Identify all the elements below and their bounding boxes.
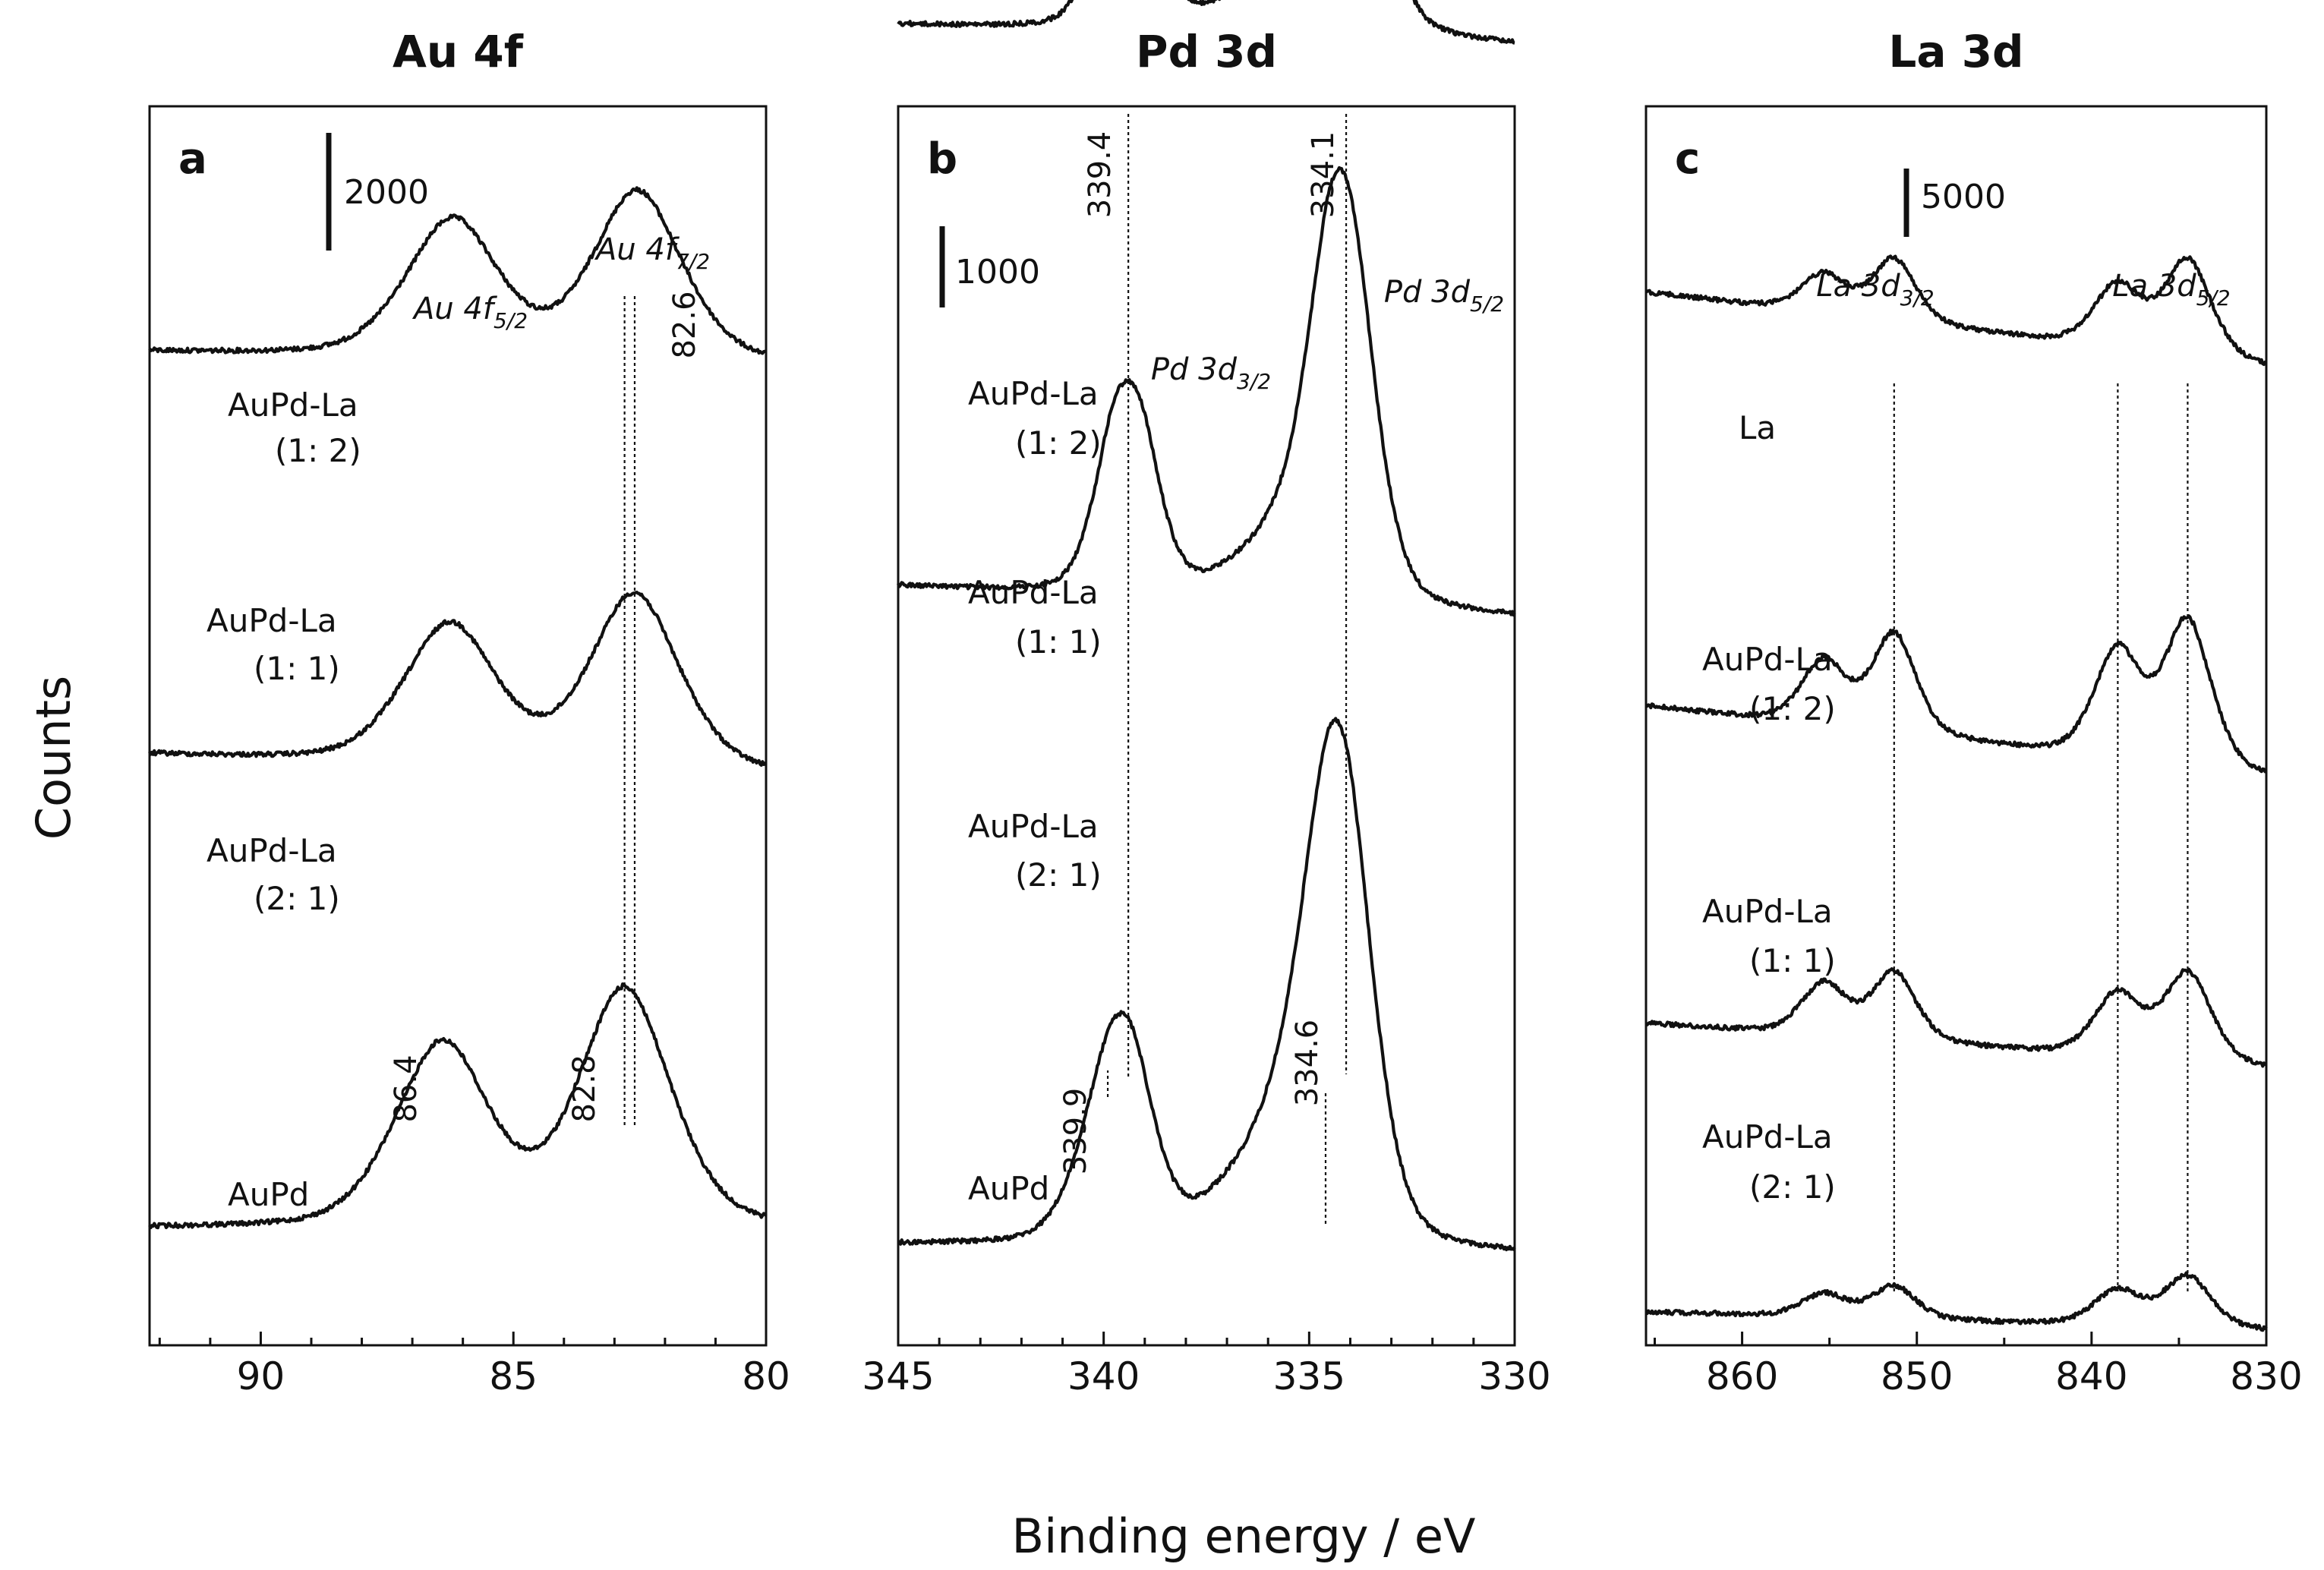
panels: Au 4f a 90 85 80 2000 AuPd-La (1: 2) AuPd-La (1: … bbox=[148, 0, 2303, 1398]
panel-c-xtick-label: 830 bbox=[2230, 1354, 2302, 1398]
panel-c: La 3d c 860 850 840 830 5000 La AuPd-La (1: 2) AuP… bbox=[1644, 26, 2303, 1398]
panel-c-series-label: La bbox=[1739, 409, 1776, 446]
panel-b-series-label: (1: 2) bbox=[1015, 424, 1102, 462]
panel-b-scale-label: 1000 bbox=[955, 253, 1040, 292]
panel-a-xtick-label: 85 bbox=[489, 1354, 538, 1398]
panel-a-annotation: Au 4f7/2 bbox=[594, 232, 710, 274]
panel-b-peak-label: 339.4 bbox=[1083, 131, 1118, 219]
panel-c-spectrum-3 bbox=[1645, 1271, 2268, 1332]
panel-b-peak-label: 334.6 bbox=[1290, 1020, 1325, 1107]
panel-b-title: Pd 3d bbox=[1136, 26, 1277, 77]
panel-a-series-label: (1: 2) bbox=[275, 432, 361, 469]
panel-a-scale-label: 2000 bbox=[344, 173, 429, 212]
panel-b-peak-label: 334.1 bbox=[1306, 131, 1341, 219]
panel-a-letter: a bbox=[178, 134, 207, 184]
panel-b-xtick-label: 340 bbox=[1067, 1354, 1140, 1398]
panel-c-xtick-label: 840 bbox=[2055, 1354, 2127, 1398]
panel-a-spectrum-3 bbox=[148, 982, 768, 1230]
panel-c-annotation: La 3d5/2 bbox=[2112, 269, 2230, 311]
panel-a-frame bbox=[148, 105, 768, 1347]
panel-b-spectrum-1 bbox=[897, 0, 1515, 45]
panel-b-series-label: AuPd-La bbox=[968, 574, 1099, 611]
panel-b-series-label: (2: 1) bbox=[1015, 856, 1102, 894]
panel-b-annotation: Pd 3d3/2 bbox=[1151, 352, 1271, 394]
panel-a-spectrum-1 bbox=[148, 186, 767, 355]
panel-a: Au 4f a 90 85 80 2000 AuPd-La (1: 2) AuPd-La (1: … bbox=[148, 26, 790, 1398]
panel-b-xtick-label: 345 bbox=[862, 1354, 934, 1398]
panel-a-series-label: AuPd-La bbox=[228, 386, 358, 424]
panel-b-spectrum-3 bbox=[897, 717, 1516, 1252]
panel-a-xtick-label: 80 bbox=[742, 1354, 790, 1398]
panel-b-letter: b bbox=[927, 134, 957, 184]
panel-c-series-label: AuPd-La bbox=[1702, 641, 1833, 678]
panel-b-series-label: AuPd bbox=[968, 1170, 1049, 1207]
panel-c-series-label: AuPd-La bbox=[1702, 893, 1833, 930]
panel-c-title: La 3d bbox=[1888, 26, 2023, 77]
panel-a-series-label: AuPd-La bbox=[207, 832, 337, 869]
panel-c-series-label: (1: 2) bbox=[1749, 690, 1836, 727]
panel-a-peak-label: 82.8 bbox=[567, 1055, 602, 1122]
panel-a-peak-label: 82.6 bbox=[667, 291, 702, 358]
x-axis-label: Binding energy / eV bbox=[1012, 1509, 1476, 1564]
panel-c-spectrum-2 bbox=[1645, 967, 2267, 1068]
panel-a-spectrum-2 bbox=[148, 591, 768, 767]
panel-b-series-label: (1: 1) bbox=[1015, 623, 1102, 660]
panel-c-series-label: AuPd-La bbox=[1702, 1118, 1833, 1155]
panel-b-series-label: AuPd-La bbox=[968, 808, 1099, 845]
panel-a-peak-label: 86.4 bbox=[389, 1055, 424, 1122]
panel-b-annotation: Pd 3d5/2 bbox=[1384, 275, 1504, 317]
panel-a-xtick-label: 90 bbox=[237, 1354, 285, 1398]
panel-a-series-label: AuPd bbox=[228, 1176, 309, 1213]
panel-b-frame bbox=[897, 105, 1516, 1347]
panel-c-frame bbox=[1644, 105, 2268, 1347]
panel-c-xtick-label: 860 bbox=[1706, 1354, 1778, 1398]
panel-c-annotation: La 3d3/2 bbox=[1816, 269, 1934, 311]
panel-a-series-label: (1: 1) bbox=[254, 650, 340, 687]
panel-c-spectrum-0 bbox=[1644, 254, 2267, 367]
panel-b-xtick-label: 335 bbox=[1273, 1354, 1345, 1398]
panel-c-xtick-label: 850 bbox=[1881, 1354, 1953, 1398]
panel-b-series-label: AuPd-La bbox=[968, 375, 1099, 412]
panel-a-annotation: Au 4f5/2 bbox=[412, 292, 528, 333]
panel-a-title: Au 4f bbox=[393, 26, 524, 77]
panel-b-spectrum-2 bbox=[897, 166, 1516, 617]
panel-b-peak-label: 339.9 bbox=[1058, 1088, 1093, 1175]
panel-b: Pd 3d b 345 340 335 330 1000 AuPd-La (1: 2) AuPd-… bbox=[862, 0, 1551, 1398]
panel-a-series-label: (2: 1) bbox=[254, 880, 340, 917]
panel-c-letter: c bbox=[1675, 134, 1700, 184]
panel-c-series-label: (2: 1) bbox=[1749, 1168, 1836, 1206]
y-axis-label: Counts bbox=[26, 676, 81, 840]
panel-c-series-label: (1: 1) bbox=[1749, 942, 1836, 979]
panel-b-xtick-label: 330 bbox=[1478, 1354, 1550, 1398]
panel-a-series-label: AuPd-La bbox=[207, 602, 337, 639]
panel-c-spectrum-1 bbox=[1644, 614, 2268, 774]
panel-c-scale-label: 5000 bbox=[1921, 178, 2006, 216]
